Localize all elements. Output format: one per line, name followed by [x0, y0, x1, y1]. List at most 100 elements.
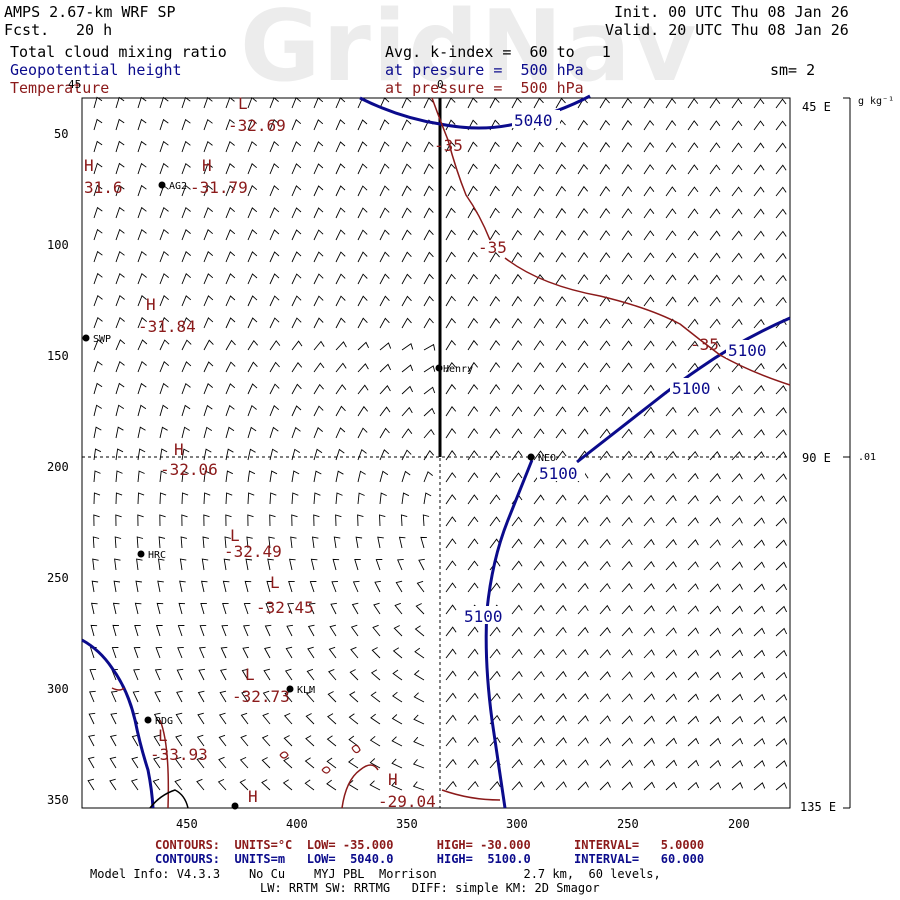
- wind-barb: [665, 318, 677, 329]
- wind-barb: [621, 516, 633, 527]
- wind-barb: [467, 626, 479, 637]
- wind-barb: [577, 649, 589, 659]
- wind-barb: [709, 759, 722, 769]
- wind-barb: [379, 492, 387, 505]
- wind-barb: [313, 119, 324, 131]
- wind-barb: [533, 318, 545, 329]
- station-neo: NEO: [538, 453, 556, 464]
- wind-barb: [731, 473, 743, 483]
- wind-barb: [533, 648, 545, 659]
- wind-barb: [709, 230, 721, 241]
- wind-barb: [304, 779, 315, 791]
- wind-barb: [511, 163, 522, 175]
- wind-barb: [247, 229, 258, 241]
- wind-barb: [287, 602, 294, 615]
- wind-barb: [357, 405, 369, 417]
- colorbar-value: .01: [858, 452, 876, 463]
- wind-barb: [489, 317, 501, 329]
- wind-barb: [467, 648, 479, 659]
- wind-barb: [393, 625, 403, 637]
- wind-barb: [263, 668, 271, 681]
- wind-barb: [269, 448, 278, 461]
- wind-barb: [709, 274, 721, 285]
- hl-sym-9: H: [388, 770, 398, 789]
- wind-barb: [335, 405, 346, 417]
- wind-barb: [731, 517, 743, 527]
- wind-barb: [643, 186, 655, 197]
- wind-barb: [467, 229, 478, 241]
- station-swp-dot: [82, 334, 90, 342]
- wind-barb: [154, 690, 162, 703]
- wind-barb: [665, 627, 677, 637]
- wind-barb: [621, 737, 633, 747]
- hl-sym-6: L: [270, 573, 280, 592]
- wind-barb: [89, 668, 97, 681]
- wind-barb: [445, 692, 457, 703]
- wind-barb: [93, 316, 103, 329]
- wind-barb: [349, 669, 359, 681]
- wind-barb: [264, 624, 272, 637]
- wind-barb: [92, 536, 100, 549]
- wind-barb: [218, 756, 227, 769]
- wind-barb: [555, 163, 566, 175]
- wind-barb: [643, 538, 655, 549]
- wind-barb: [291, 492, 299, 505]
- wind-barb: [599, 384, 611, 395]
- wind-barb: [305, 690, 315, 703]
- wind-barb: [731, 318, 743, 329]
- wind-barb: [621, 119, 633, 131]
- wind-barb: [136, 536, 144, 549]
- wind-barb: [370, 713, 381, 725]
- wind-barb: [489, 97, 500, 109]
- wind-barb: [269, 492, 277, 505]
- wind-barb: [533, 715, 545, 725]
- wind-barb: [245, 558, 253, 571]
- wind-barb: [445, 450, 457, 461]
- wind-barb: [467, 185, 478, 197]
- wind-barb: [181, 206, 191, 219]
- wind-barb: [643, 208, 655, 219]
- hl-val-0: -32.69: [228, 116, 286, 135]
- wind-barb: [665, 98, 677, 109]
- wind-barb: [665, 252, 677, 263]
- wind-barb: [665, 340, 677, 351]
- wind-barb: [533, 670, 545, 681]
- wind-barb: [269, 340, 281, 351]
- hl-val-4: -32.06: [160, 460, 218, 479]
- wind-barb: [511, 251, 523, 263]
- wind-barb: [159, 470, 167, 483]
- wind-barb: [643, 516, 655, 527]
- wind-barb: [753, 362, 765, 373]
- wind-barb: [379, 514, 386, 527]
- wind-barb: [244, 580, 252, 593]
- wind-barb: [467, 692, 479, 703]
- wind-barb: [643, 671, 655, 681]
- wind-barb: [709, 98, 721, 109]
- wind-barb: [137, 250, 147, 263]
- wind-barb: [241, 690, 249, 703]
- wind-barb: [115, 118, 125, 131]
- wind-barb: [379, 295, 390, 307]
- wind-barb: [555, 274, 567, 285]
- wind-barb: [159, 492, 167, 505]
- wind-barb: [555, 516, 567, 527]
- wind-barb: [555, 428, 567, 439]
- wind-barb: [181, 492, 189, 505]
- wind-barb: [175, 712, 183, 725]
- wind-barb: [225, 229, 236, 241]
- wind-barb: [201, 580, 208, 593]
- wind-barb: [91, 602, 98, 615]
- wind-barb: [159, 250, 169, 263]
- wind-barb: [220, 668, 227, 681]
- wind-barb: [467, 780, 479, 791]
- hl-sym-8: L: [158, 726, 168, 745]
- wind-barb: [731, 429, 743, 439]
- wind-barb: [93, 492, 101, 505]
- wind-barb: [621, 230, 633, 241]
- wind-barb: [379, 317, 390, 329]
- wind-barb: [709, 627, 721, 637]
- wind-barb: [621, 97, 633, 109]
- wind-barb: [687, 230, 699, 241]
- wind-barb: [555, 670, 567, 681]
- wind-barb: [423, 141, 434, 153]
